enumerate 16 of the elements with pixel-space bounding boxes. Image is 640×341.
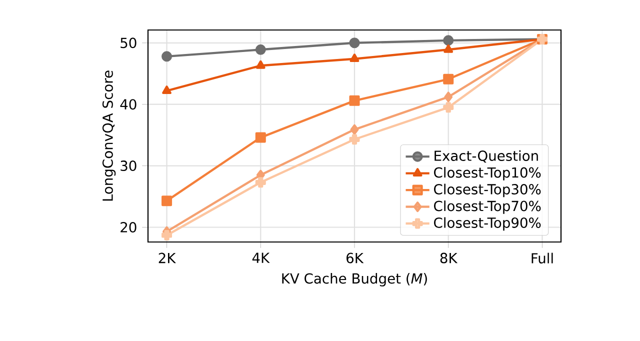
y-tick-label: 30: [120, 160, 136, 172]
x-tick-label: Full: [532, 252, 553, 264]
legend-label: Closest-Top10%: [434, 167, 541, 180]
x-tick-label: 2K: [158, 252, 176, 264]
x-tick-label: 4K: [252, 252, 270, 263]
x-tick-label: 6K: [346, 252, 364, 264]
x-tick-label: 8K: [440, 252, 458, 264]
legend-label: Closest-Top90%: [434, 217, 541, 231]
y-tick-label: 50: [120, 38, 136, 48]
legend-label: Closest-Top30%: [434, 184, 541, 198]
y-axis-title: LongConvQA Score: [102, 70, 116, 201]
legend-label: Closest-Top70%: [434, 200, 541, 214]
legend-label: Exact-Question: [434, 150, 538, 163]
y-tick-label: 40: [120, 99, 136, 110]
y-tick-label: 20: [120, 222, 136, 232]
x-axis-title: KV Cache Budget (M): [282, 272, 427, 286]
